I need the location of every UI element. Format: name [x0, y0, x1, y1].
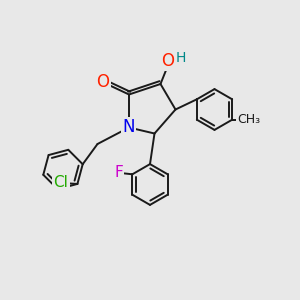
Text: Cl: Cl: [53, 175, 68, 190]
Text: H: H: [176, 52, 186, 65]
Text: CH₃: CH₃: [237, 113, 260, 126]
Text: O: O: [161, 52, 175, 70]
Text: N: N: [122, 118, 135, 136]
Text: O: O: [96, 73, 110, 91]
Text: F: F: [115, 165, 123, 180]
